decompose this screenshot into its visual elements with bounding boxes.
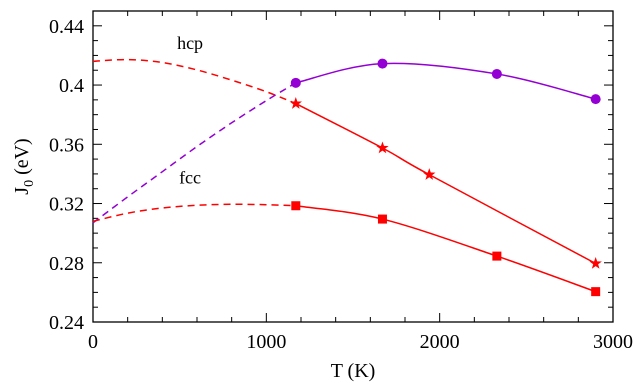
series-5 (291, 201, 601, 297)
series-3 (290, 58, 601, 105)
series-dashed-line (92, 203, 296, 223)
series-line (295, 205, 596, 293)
data-point-star (423, 168, 436, 180)
data-point-star (289, 97, 302, 109)
data-point-square (591, 287, 601, 297)
data-point-circle (290, 77, 301, 88)
data-point-square (291, 201, 301, 211)
y-tick-label: 0.44 (49, 16, 84, 38)
plot-frame (92, 10, 614, 323)
series-line (295, 62, 596, 100)
series-4 (92, 203, 296, 223)
data-point-square (492, 251, 502, 261)
series-dashed-line (92, 82, 297, 224)
data-point-square (377, 214, 387, 224)
x-tick-label: 0 (88, 331, 98, 353)
axis-ticks (92, 10, 614, 323)
data-point-circle (377, 58, 388, 69)
y-tick-label: 0.4 (59, 75, 84, 97)
y-axis-title: J0 (eV) (11, 138, 37, 194)
annotation-hcp: hcp (177, 33, 203, 53)
data-point-star (376, 141, 389, 154)
x-tick-label: 3000 (593, 331, 633, 353)
series-1 (289, 97, 602, 269)
y-tick-label: 0.32 (49, 194, 84, 216)
data-point-star (589, 257, 602, 269)
series-dashed-line (92, 58, 297, 105)
data-point-circle (491, 68, 502, 79)
y-tick-label: 0.24 (49, 312, 84, 334)
y-tick-label: 0.28 (49, 253, 84, 275)
x-axis-title: T (K) (331, 360, 376, 382)
data-point-circle (590, 94, 601, 105)
x-tick-label: 1000 (246, 331, 286, 353)
series-2 (92, 82, 297, 224)
x-tick-label: 2000 (420, 331, 460, 353)
annotation-fcc: fcc (179, 168, 201, 188)
series-0 (92, 58, 297, 105)
y-tick-label: 0.36 (49, 134, 84, 156)
series-line (295, 102, 597, 265)
